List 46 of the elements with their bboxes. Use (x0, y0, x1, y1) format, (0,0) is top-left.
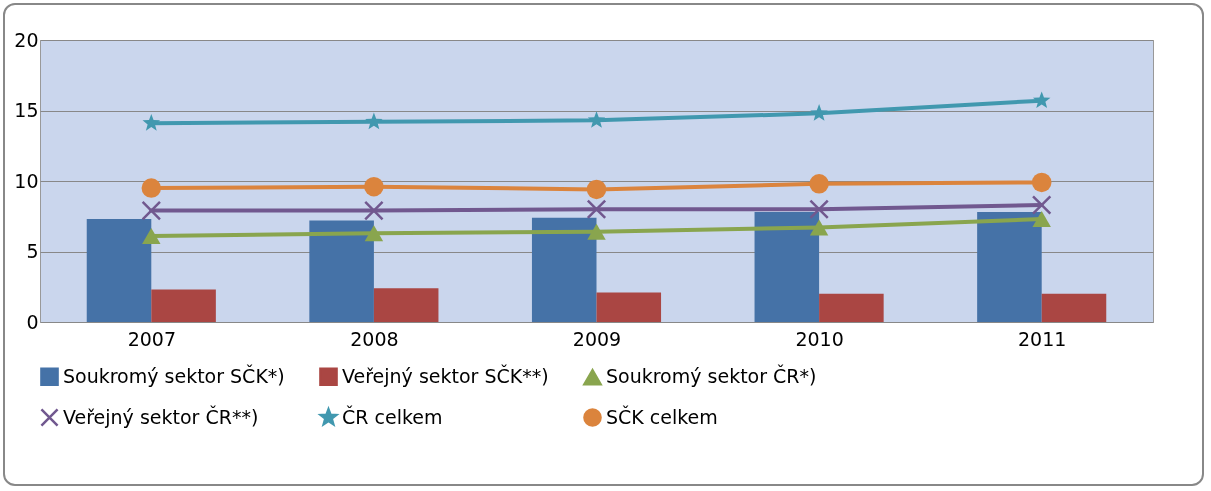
x-tick-label: 2010 (795, 327, 844, 350)
point (141, 200, 162, 221)
point (1031, 195, 1052, 215)
point (142, 228, 161, 244)
bar (977, 212, 1042, 322)
point (586, 179, 607, 200)
point (1031, 172, 1052, 193)
point (141, 178, 162, 198)
point (809, 199, 830, 220)
legend-label: ČR celkem (342, 404, 443, 428)
y-tick-label: 0 (26, 310, 39, 333)
bar (819, 293, 884, 322)
y-tick-label: 5 (26, 240, 39, 262)
x-tick-label: 2007 (127, 327, 176, 350)
bar (151, 289, 216, 322)
point (587, 111, 606, 128)
point (1032, 91, 1051, 109)
point (809, 219, 829, 236)
x-tick-label: 2009 (572, 327, 622, 350)
y-tick-label: 15 (14, 99, 39, 121)
point (363, 200, 384, 221)
legend-label: Soukromý sektor SČK*) (63, 363, 285, 387)
point (364, 225, 384, 242)
legend-label: Soukromý sektor ČR*) (606, 364, 817, 388)
x-tick-label: 2008 (350, 327, 399, 350)
x-tick-label: 2011 (1018, 327, 1067, 350)
point (587, 223, 606, 240)
bar (531, 217, 597, 322)
point (586, 199, 607, 220)
point (809, 174, 829, 194)
legend-label: Veřejný sektor SČK**) (342, 363, 549, 387)
point (364, 176, 384, 197)
point (810, 104, 828, 121)
legend-label: Veřejný sektor ČR**) (63, 404, 259, 428)
bar (373, 288, 439, 322)
bar (86, 219, 152, 322)
bar (309, 220, 374, 322)
point (142, 113, 161, 131)
y-tick-label: 10 (14, 169, 39, 192)
point (1032, 211, 1051, 228)
y-tick-label: 20 (14, 28, 39, 51)
point (365, 112, 383, 130)
bar (754, 212, 820, 322)
legend-label: SČK celkem (606, 404, 718, 428)
bar (596, 292, 662, 322)
bar (1041, 293, 1107, 322)
